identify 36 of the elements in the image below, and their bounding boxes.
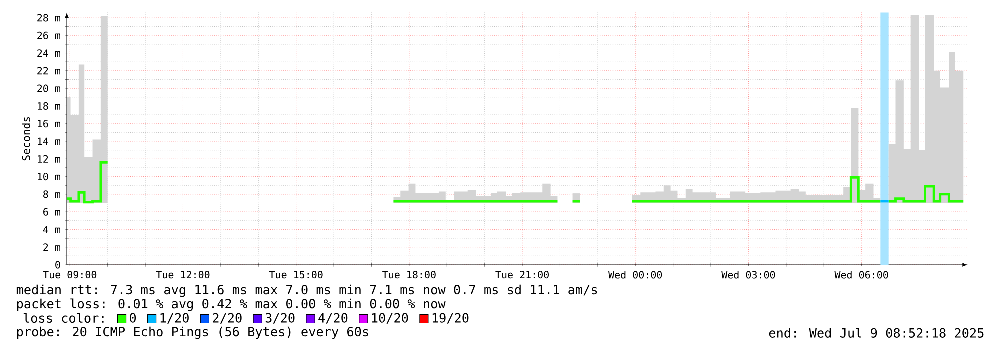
y-tick-label: 8 m (44, 190, 60, 198)
legend-label: 19/20 (432, 313, 469, 324)
legend-label: 1/20 (160, 313, 189, 324)
y-tick-label: 0 (56, 261, 60, 269)
text: end: Wed Jul 9 08:52:18 2025 (769, 328, 984, 338)
legend-title: loss color: (24, 313, 104, 324)
y-tick-label: 22 m (38, 67, 60, 75)
text: median rtt: 7.3 ms avg 11.6 ms max 7.0 ms min 7.1 ms now 0.7 ms sd 11.1 am/s (16, 284, 598, 298)
x-tick-label: Tue 12:00 (156, 271, 210, 279)
y-tick-label: 6 m (44, 208, 60, 216)
x-tick-label: Wed 03:00 (722, 271, 776, 279)
x-tick-label: Tue 21:00 (496, 271, 549, 279)
y-axis-title: Seconds (22, 117, 30, 161)
x-tick-label: Wed 06:00 (834, 271, 888, 279)
legend-label: 10/20 (372, 313, 408, 324)
text: probe: 20 ICMP Echo Pings (56 Bytes) every 60s (17, 326, 368, 340)
y-tick-label: 16 m (38, 120, 60, 128)
y-tick-label: 4 m (43, 226, 60, 234)
y-tick-label: 24 m (38, 50, 60, 57)
legend-label: 4/20 (318, 313, 348, 324)
x-tick-label: Tue 18:00 (382, 271, 436, 279)
x-tick-label: Tue 15:00 (269, 271, 323, 279)
y-tick-label: 2 m (44, 244, 60, 252)
y-tick-label: 26 m (38, 32, 60, 40)
x-tick-label: Tue 09:00 (43, 271, 97, 279)
legend-label: 2/20 (213, 313, 242, 324)
legend-label: 0 (130, 313, 136, 323)
legend-label: 3/20 (266, 313, 295, 324)
y-tick-label: 14 m (38, 138, 60, 146)
text: packet loss: 0.01 % avg 0.42 % max 0.00 % min 0.00 % now (17, 298, 446, 312)
y-tick-label: 28 m (38, 14, 60, 22)
x-tick-label: Wed 00:00 (608, 271, 662, 279)
y-tick-label: 18 m (38, 102, 60, 110)
y-tick-label: 20 m (38, 84, 60, 92)
y-tick-label: 12 m (38, 155, 60, 163)
y-tick-label: 10 m (38, 173, 60, 181)
